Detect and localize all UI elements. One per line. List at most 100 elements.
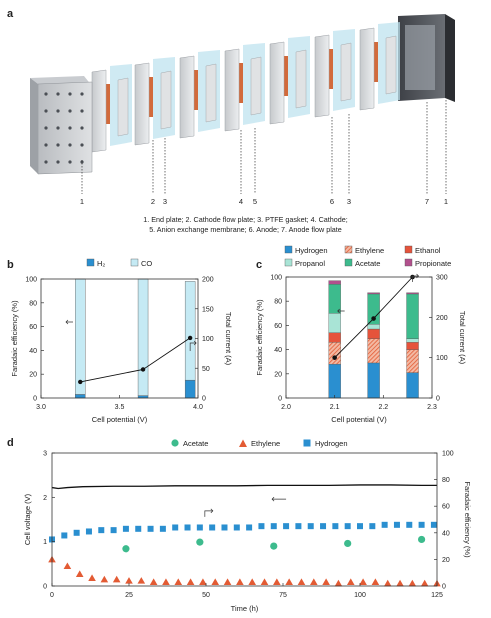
y-tick-label: 80 (274, 299, 282, 306)
y-tick-label: 0 (43, 584, 47, 591)
hydrogen-point (110, 527, 117, 534)
x-tick-label: 2.3 (427, 404, 437, 411)
y2-axis-label: Faradaic efficiency (%) (463, 481, 472, 558)
bolt-hole (44, 126, 48, 130)
legend-marker-hydrogen (303, 439, 311, 447)
flow-plate-layer (179, 55, 195, 139)
y2-tick-label: 0 (442, 584, 446, 591)
hydrogen-point (283, 523, 290, 530)
ethylene-point (396, 579, 404, 587)
bolt-hole (68, 143, 72, 147)
y-tick-label: 60 (274, 323, 282, 330)
ethylene-point (125, 577, 133, 584)
hydrogen-point (332, 523, 339, 530)
current-line (80, 337, 191, 383)
y-tick-label: 100 (25, 277, 37, 284)
flow-plate-layer (205, 63, 217, 123)
bar-Propanol (328, 313, 341, 333)
legend-label: Ethylene (355, 246, 384, 255)
ethylene-point (174, 578, 183, 586)
hydrogen-point (307, 523, 314, 530)
chart-b: H₂ CO 0 20 40 60 80 100 0 50 100 150 200 3.0 3.5 4.0 Cel… (10, 258, 233, 424)
legend-swatch (344, 258, 353, 267)
callout-label-7: 7 (425, 197, 429, 206)
ethylene-point (285, 578, 293, 586)
flow-plate-layer (314, 34, 330, 118)
ethylene-point (223, 578, 232, 586)
y2-tick-label: 60 (442, 504, 450, 511)
bar-Ethylene (367, 338, 380, 364)
ethylene-point (211, 578, 220, 586)
hydrogen-point (418, 521, 425, 528)
y2-tick-label: 200 (436, 315, 448, 322)
y-tick-label: 20 (29, 372, 37, 379)
legend-swatch (404, 258, 413, 267)
y-tick-label: 0 (278, 396, 282, 403)
hydrogen-point (172, 524, 179, 531)
hydrogen-point (295, 523, 302, 530)
bar-Acetate (406, 293, 419, 339)
x-tick-label: 125 (431, 592, 443, 599)
x-tick-label: 100 (354, 592, 366, 599)
bar-Acetate (328, 284, 341, 314)
y2-axis-label: Total current (A) (224, 312, 233, 366)
ethylene-point (260, 578, 269, 586)
legend-label: Acetate (355, 259, 380, 268)
x-tick-label: 50 (202, 592, 210, 599)
legend-swatch (284, 245, 293, 254)
legend-label: CO (141, 259, 152, 268)
anode-flow-field (405, 25, 435, 90)
hydrogen-point (357, 523, 363, 530)
bolt-hole (56, 126, 60, 130)
hydrogen-point (258, 523, 265, 530)
callout-label-3: 3 (347, 197, 351, 206)
y2-tick-label: 50 (202, 366, 210, 373)
ethylene-point (408, 579, 417, 587)
hydrogen-point (209, 524, 216, 531)
bolt-hole (80, 126, 84, 130)
ethylene-point (100, 575, 109, 583)
y-axis-label: Faradaic efficiency (%) (10, 300, 19, 377)
ethylene-point (346, 578, 355, 586)
bar-H₂ (75, 394, 86, 399)
callout-label-6: 6 (330, 197, 334, 206)
hydrogen-point (393, 521, 400, 528)
hydrogen-point (85, 528, 92, 535)
x-tick-label: 3.0 (36, 404, 46, 411)
bolt-hole (68, 126, 72, 130)
left-axis-arrow (65, 319, 73, 325)
left-axis-arrow (271, 496, 287, 502)
bolt-hole (56, 160, 60, 164)
legend-label: Ethanol (415, 246, 441, 255)
bolt-hole (56, 143, 60, 147)
y-tick-label: 2 (43, 495, 47, 502)
bar-Propionate (328, 280, 341, 285)
current-point (140, 367, 146, 372)
flow-plate-layer (117, 77, 129, 137)
legend-label: Propanol (295, 259, 325, 268)
current-point (371, 316, 376, 321)
hydrogen-point (344, 523, 351, 530)
bar-CO (184, 281, 196, 381)
chart-d: Acetate Ethylene Hydrogen 0 1 2 3 0 20 40 60 80 100 0… (23, 439, 472, 613)
panel-letter-c: c (256, 259, 263, 271)
hydrogen-point (159, 525, 166, 532)
ethylene-point (310, 578, 318, 586)
x-tick-label: 3.5 (115, 404, 125, 411)
y2-tick-label: 0 (202, 396, 206, 403)
right-axis-arrow (204, 508, 214, 517)
bar-Ethanol (367, 328, 380, 339)
hydrogen-point (233, 524, 240, 531)
bar-CO (75, 278, 86, 395)
flow-plate-layer (91, 69, 107, 153)
bar-Propanol (367, 324, 380, 330)
bar-Hydrogen (367, 362, 380, 399)
bar-Ethanol (406, 342, 419, 350)
x-axis-label: Cell potential (V) (331, 415, 387, 424)
ethylene-point (420, 579, 429, 587)
panel-letter-d: d (7, 437, 14, 449)
hydrogen-point (221, 524, 228, 531)
legend-label: Hydrogen (295, 246, 328, 255)
ethylene-point (63, 562, 72, 570)
caption-line-1: 1. End plate; 2. Cathode flow plate; 3. … (143, 215, 348, 224)
